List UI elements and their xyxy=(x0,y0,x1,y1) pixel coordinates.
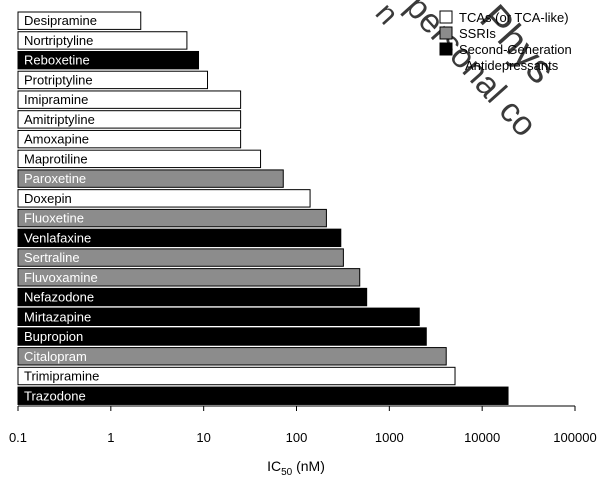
bar-label: Fluoxetine xyxy=(24,211,84,226)
legend-item-tca: TCAs (or TCA-like) xyxy=(439,10,569,25)
bar-row: Reboxetine xyxy=(17,50,200,70)
legend-swatch xyxy=(439,10,453,24)
bar-row: Maprotiline xyxy=(17,149,262,169)
bar-row: Doxepin xyxy=(17,189,311,208)
bar-label: Doxepin xyxy=(24,191,72,206)
x-axis: 0.1 1 10 100 1000 10000 100000 xyxy=(9,405,597,445)
bar-label: Trazodone xyxy=(24,388,86,403)
bar-paroxetine xyxy=(17,169,284,188)
x-tick-label: 100 xyxy=(286,430,308,445)
bar-label: Trimipramine xyxy=(24,369,99,384)
bar-sertraline xyxy=(17,248,344,267)
bar-label: Citalopram xyxy=(24,349,87,364)
bar-nefazodone xyxy=(17,287,368,307)
bar-label: Amoxapine xyxy=(24,132,89,147)
x-axis-title: IC50 (nM) xyxy=(267,458,325,477)
legend-swatch xyxy=(439,26,453,40)
x-tick-label: 1000 xyxy=(375,430,404,445)
bar-label: Nefazodone xyxy=(24,290,94,305)
bar-row: Nortriptyline xyxy=(17,31,188,50)
bar-row: Mirtazapine xyxy=(17,307,420,327)
bar-row: Fluoxetine xyxy=(17,208,327,228)
bar-amitriptyline xyxy=(17,110,242,129)
legend-item-ssri: SSRIs xyxy=(439,26,496,41)
bar-doxepin xyxy=(17,189,311,208)
bar-label: Fluvoxamine xyxy=(24,270,98,285)
bar-bupropion xyxy=(17,327,427,346)
legend-label: TCAs (or TCA-like) xyxy=(459,10,569,25)
bar-row: Bupropion xyxy=(17,327,427,346)
bar-row: Amitriptyline xyxy=(17,110,242,129)
bar-protriptyline xyxy=(17,70,209,90)
legend-label-continued: Antidepressants xyxy=(465,58,559,73)
bar-row: Imipramine xyxy=(17,90,242,109)
bar-maprotiline xyxy=(17,149,262,169)
bar-label: Protriptyline xyxy=(24,72,93,87)
bar-label: Sertraline xyxy=(24,250,80,265)
legend: TCAs (or TCA-like)SSRIsSecond-Generation… xyxy=(439,10,572,73)
bar-nortriptyline xyxy=(17,31,188,50)
x-tick-label: 0.1 xyxy=(9,430,27,445)
x-tick-label: 10000 xyxy=(464,430,500,445)
bar-row: Desipramine xyxy=(17,11,142,30)
bar-label: Desipramine xyxy=(24,13,97,28)
x-tick-label: 1 xyxy=(107,430,114,445)
bar-label: Bupropion xyxy=(24,329,83,344)
bar-row: Trazodone xyxy=(17,386,509,405)
legend-swatch xyxy=(439,42,453,56)
bar-row: Citalopram xyxy=(17,347,447,366)
bar-trazodone xyxy=(17,386,509,405)
x-tick-label: 100000 xyxy=(553,430,596,445)
legend-label: Second-Generation xyxy=(459,42,572,57)
bar-row: Amoxapine xyxy=(17,129,242,149)
bar-mirtazapine xyxy=(17,307,420,327)
bar-row: Protriptyline xyxy=(17,70,209,90)
bar-row: Nefazodone xyxy=(17,287,368,307)
bar-label: Reboxetine xyxy=(24,53,90,68)
bar-row: Sertraline xyxy=(17,248,344,267)
bar-amoxapine xyxy=(17,129,242,149)
bar-label: Maprotiline xyxy=(24,151,88,166)
x-tick-label: 10 xyxy=(196,430,210,445)
bar-row: Trimipramine xyxy=(17,366,456,386)
bar-fluoxetine xyxy=(17,208,327,228)
bar-label: Venlafaxine xyxy=(24,230,91,245)
bar-reboxetine xyxy=(17,50,200,70)
bar-row: Paroxetine xyxy=(17,169,284,188)
bar-desipramine xyxy=(17,11,142,30)
bar-label: Amitriptyline xyxy=(24,112,95,127)
bar-label: Paroxetine xyxy=(24,171,86,186)
bar-imipramine xyxy=(17,90,242,109)
bar-label: Mirtazapine xyxy=(24,309,91,324)
bar-citalopram xyxy=(17,347,447,366)
bar-label: Imipramine xyxy=(24,92,88,107)
legend-label: SSRIs xyxy=(459,26,496,41)
bar-label: Nortriptyline xyxy=(24,33,93,48)
bar-fluvoxamine xyxy=(17,268,361,287)
bar-row: Venlafaxine xyxy=(17,228,342,248)
bar-trimipramine xyxy=(17,366,456,386)
bars-group: Desipramine Nortriptyline Reboxetine Protri… xyxy=(17,11,509,405)
bar-row: Fluvoxamine xyxy=(17,268,361,287)
bar-venlafaxine xyxy=(17,228,342,248)
watermark-text-3: n xyxy=(369,0,405,31)
